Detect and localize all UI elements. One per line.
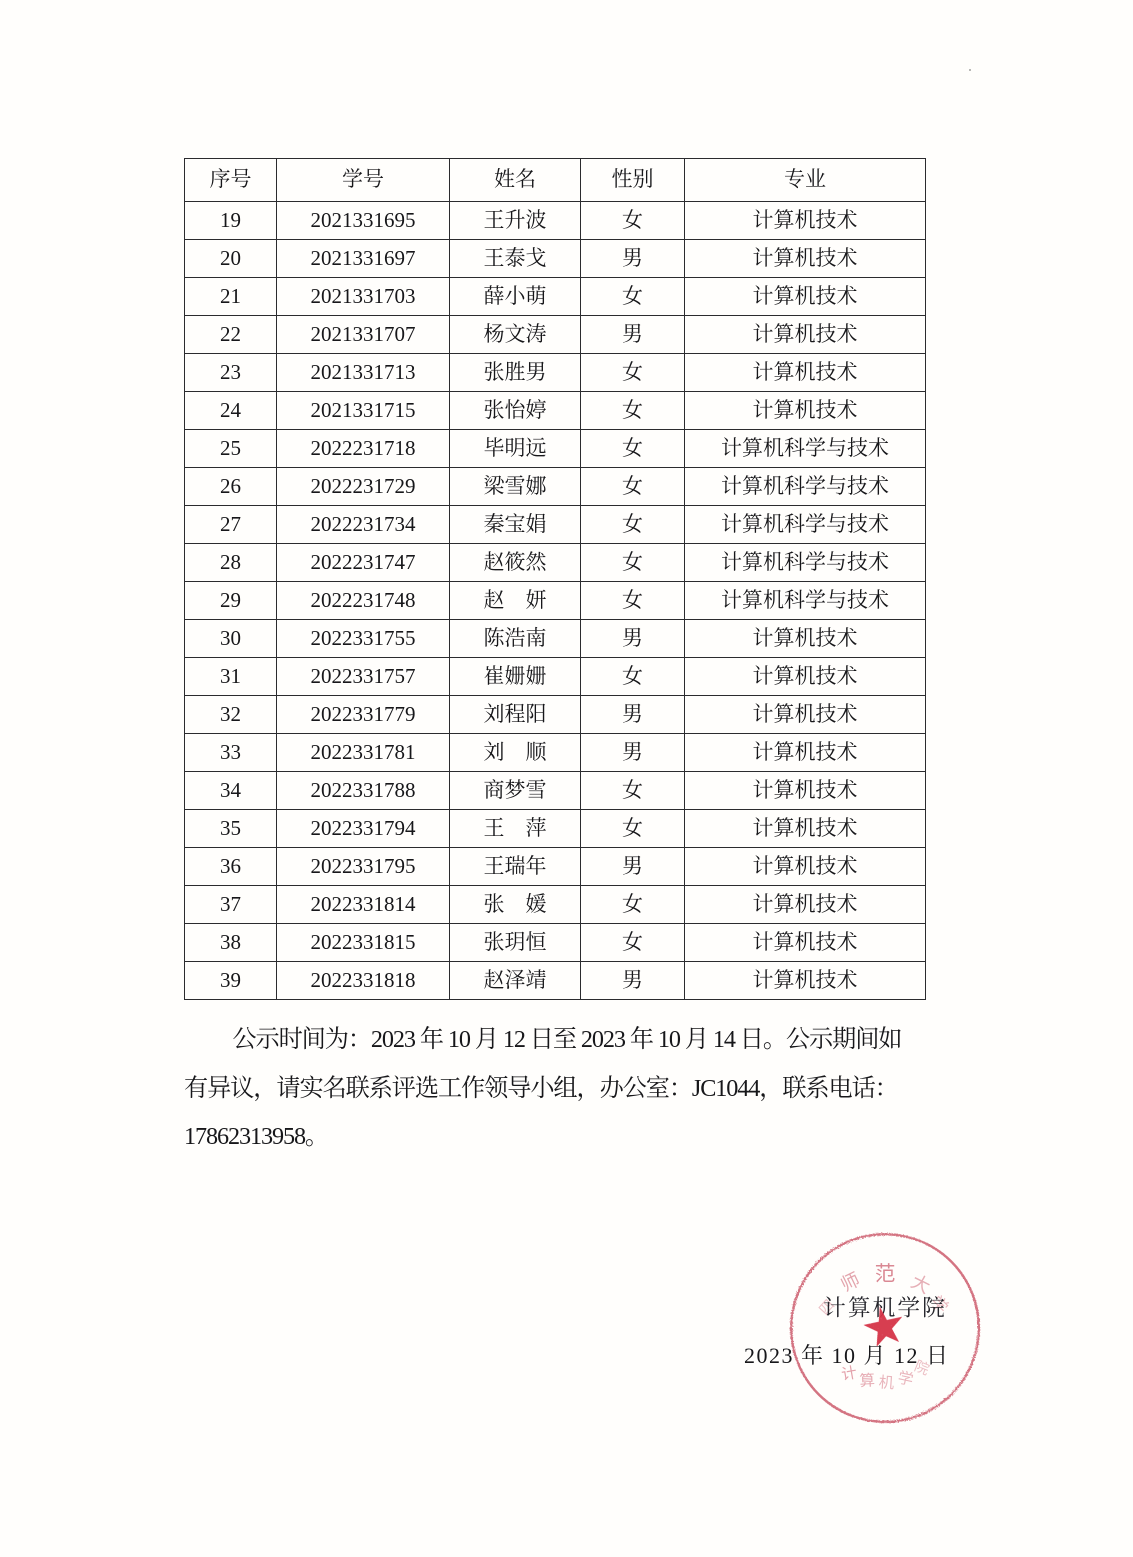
svg-text:大: 大 bbox=[907, 1271, 933, 1298]
svg-text:机: 机 bbox=[878, 1373, 895, 1392]
svg-text:范: 范 bbox=[875, 1263, 896, 1286]
svg-text:师: 师 bbox=[838, 1269, 864, 1296]
svg-text:算: 算 bbox=[859, 1370, 875, 1390]
